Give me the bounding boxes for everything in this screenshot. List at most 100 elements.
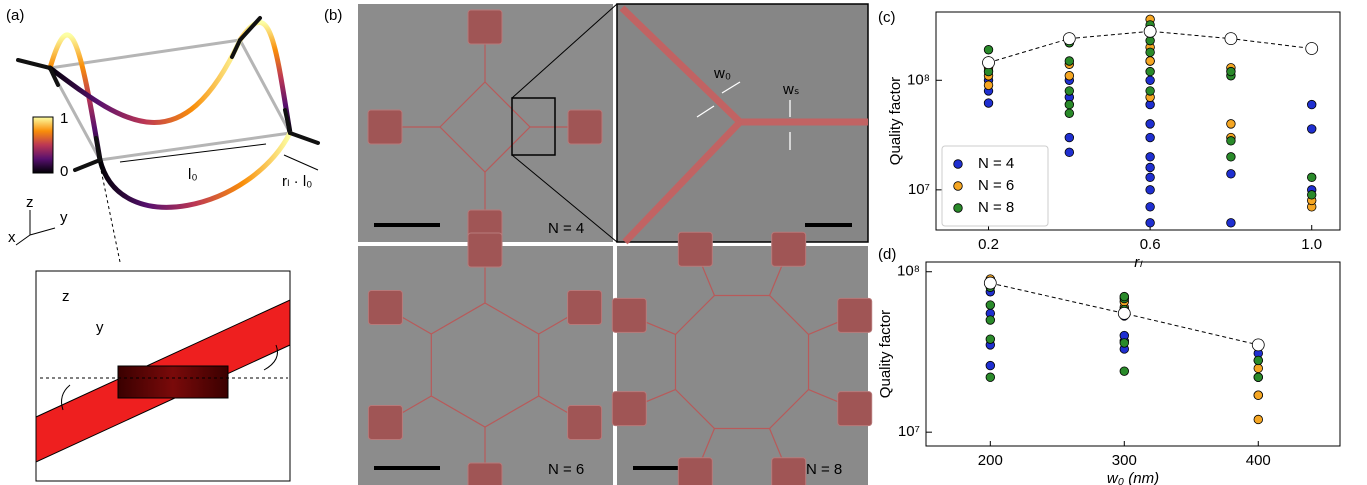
label: N = 4 — [548, 220, 584, 237]
pad — [368, 110, 402, 144]
label: z — [26, 194, 34, 211]
pad — [568, 110, 602, 144]
pad — [368, 291, 402, 325]
point — [1146, 186, 1155, 195]
point — [1307, 125, 1316, 134]
label: N = 6 — [548, 461, 584, 478]
label: (b) — [324, 7, 342, 24]
x-tick-label: 300 — [1112, 452, 1137, 469]
point — [1254, 364, 1263, 373]
point — [1120, 292, 1129, 301]
pad — [838, 392, 872, 426]
point — [1254, 415, 1263, 424]
x-tick-label: 0.2 — [978, 236, 999, 253]
label: z — [62, 288, 70, 305]
micrographs — [358, 4, 872, 485]
label: wₛ — [782, 81, 799, 98]
pad — [568, 406, 602, 440]
pad — [468, 10, 502, 44]
mean-marker — [983, 57, 995, 69]
pad — [838, 298, 872, 332]
x-tick-label: 200 — [978, 452, 1003, 469]
point — [1120, 367, 1129, 376]
legend-label: N = 8 — [978, 199, 1014, 216]
point — [1065, 133, 1074, 142]
mean-marker — [1144, 25, 1156, 37]
point — [984, 45, 993, 54]
legend-label: N = 6 — [978, 177, 1014, 194]
label: l₀ — [188, 166, 198, 183]
point — [1146, 153, 1155, 162]
point — [984, 81, 993, 90]
point — [986, 301, 995, 310]
mean-marker — [984, 277, 996, 289]
figure: (a)(b)(c)(d)10l₀rₗ · l₀zyxzyN = 4N = 6N … — [0, 0, 1367, 485]
label: 1 — [60, 110, 68, 127]
legend-marker — [954, 182, 963, 191]
point — [1065, 109, 1074, 118]
mean-marker — [1118, 307, 1130, 319]
point — [1065, 100, 1074, 109]
y-tick-label: 10⁷ — [908, 181, 930, 198]
point — [1146, 163, 1155, 172]
mean-marker — [1225, 33, 1237, 45]
point — [1146, 219, 1155, 228]
pad — [678, 458, 712, 485]
point — [1146, 120, 1155, 129]
pad — [612, 298, 646, 332]
point — [1254, 373, 1263, 382]
pad — [368, 406, 402, 440]
x-tick-label: 400 — [1246, 452, 1271, 469]
point — [1254, 391, 1263, 400]
label: rₗ · l₀ — [282, 173, 312, 190]
point — [1307, 191, 1316, 200]
pad — [568, 291, 602, 325]
pad — [678, 232, 712, 266]
point — [1065, 57, 1074, 66]
point — [1227, 137, 1236, 146]
point — [1254, 356, 1263, 365]
legend-label: N = 4 — [978, 155, 1014, 172]
point — [1065, 148, 1074, 157]
x-axis-label: w₀ (nm) — [1107, 470, 1159, 485]
point — [1146, 57, 1155, 66]
point — [986, 316, 995, 325]
y-tick-label: 10⁸ — [907, 71, 930, 88]
y-tick-label: 10⁸ — [897, 263, 920, 280]
label: N = 8 — [806, 461, 842, 478]
point — [1146, 173, 1155, 182]
y-axis-label: Quality factor — [877, 310, 894, 398]
point — [986, 373, 995, 382]
pad — [468, 233, 502, 267]
schematic — [16, 18, 318, 481]
point — [1146, 203, 1155, 212]
pad — [772, 458, 806, 485]
label: y — [96, 319, 104, 336]
label: 0 — [60, 163, 68, 180]
point — [986, 361, 995, 370]
pad — [772, 232, 806, 266]
label: (d) — [878, 246, 896, 263]
point — [1146, 67, 1155, 76]
label: x — [8, 229, 16, 246]
y-tick-label: 10⁷ — [898, 423, 920, 440]
pad — [612, 392, 646, 426]
point — [1120, 339, 1129, 348]
point — [1146, 87, 1155, 96]
point — [1065, 71, 1074, 80]
point — [1227, 153, 1236, 162]
point — [1227, 170, 1236, 179]
point — [1307, 100, 1316, 109]
point — [1146, 76, 1155, 85]
pad — [468, 463, 502, 485]
label: (a) — [6, 7, 24, 24]
label: (c) — [878, 9, 896, 26]
point — [1065, 87, 1074, 96]
point — [1227, 120, 1236, 129]
legend-marker — [954, 160, 963, 169]
point — [1307, 173, 1316, 182]
mean-marker — [1306, 43, 1318, 55]
mean-marker — [1252, 339, 1264, 351]
label: w₀ — [713, 65, 731, 82]
point — [1146, 133, 1155, 142]
